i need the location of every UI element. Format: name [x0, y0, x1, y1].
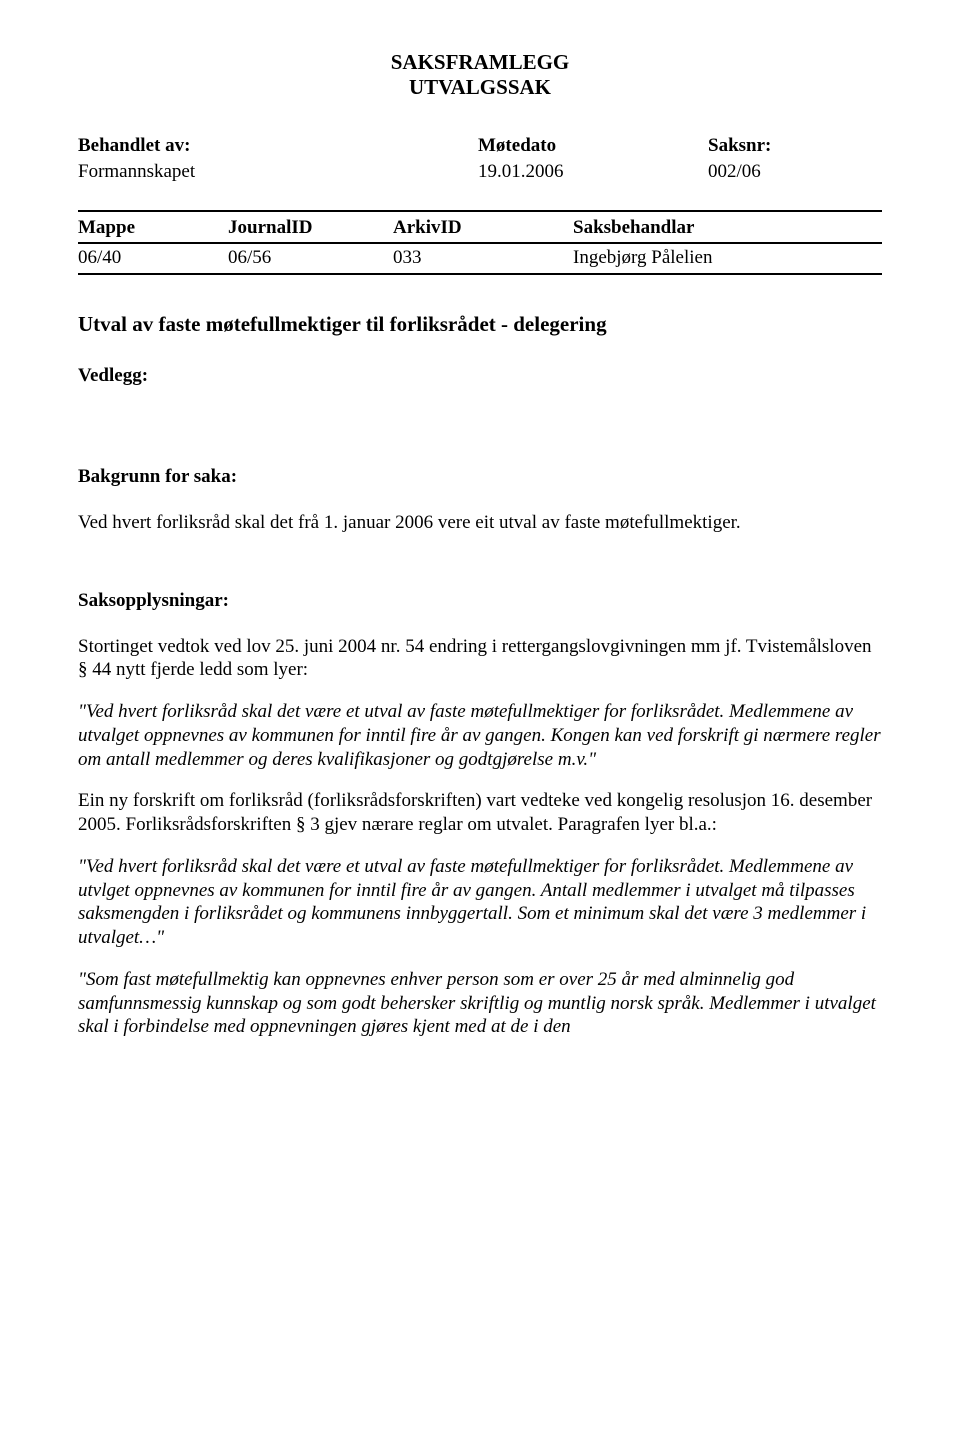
title-line-1: SAKSFRAMLEGG	[78, 50, 882, 75]
meeting-date-label: Møtedato	[478, 134, 708, 158]
case-title: Utval av faste møtefullmektiger til forl…	[78, 311, 882, 337]
handled-body: Formannskapet	[78, 160, 478, 184]
journalid-label: JournalID	[228, 216, 393, 240]
document-title: SAKSFRAMLEGG UTVALGSSAK	[78, 50, 882, 100]
journal-header-row: Mappe JournalID ArkivID Saksbehandlar	[78, 212, 882, 242]
handler-value: Ingebjørg Pålelien	[573, 246, 882, 270]
case-number-label: Saksnr:	[708, 134, 848, 158]
handled-header-row: Behandlet av: Møtedato Saksnr:	[78, 134, 882, 158]
saks-paragraph-1: Stortinget vedtok ved lov 25. juni 2004 …	[78, 635, 882, 683]
meeting-date: 19.01.2006	[478, 160, 708, 184]
mappe-label: Mappe	[78, 216, 228, 240]
arkivid-label: ArkivID	[393, 216, 573, 240]
quote-2: "Ved hvert forliksråd skal det være et u…	[78, 855, 882, 950]
saks-paragraph-2: Ein ny forskrift om forliksråd (forliksr…	[78, 789, 882, 837]
journalid-value: 06/56	[228, 246, 393, 270]
handled-by-label: Behandlet av:	[78, 134, 478, 158]
saksopplysningar-label: Saksopplysningar:	[78, 589, 882, 613]
bakgrunn-text: Ved hvert forliksråd skal det frå 1. jan…	[78, 511, 882, 535]
mappe-value: 06/40	[78, 246, 228, 270]
bakgrunn-label: Bakgrunn for saka:	[78, 465, 882, 489]
divider-bottom	[78, 273, 882, 275]
quote-1: "Ved hvert forliksråd skal det være et u…	[78, 700, 882, 771]
case-number: 002/06	[708, 160, 848, 184]
journal-data-row: 06/40 06/56 033 Ingebjørg Pålelien	[78, 244, 882, 274]
quote-3: "Som fast møtefullmektig kan oppnevnes e…	[78, 968, 882, 1039]
handled-data-row: Formannskapet 19.01.2006 002/06	[78, 160, 882, 184]
handler-label: Saksbehandlar	[573, 216, 882, 240]
vedlegg-label: Vedlegg:	[78, 364, 882, 388]
title-line-2: UTVALGSSAK	[78, 75, 882, 100]
arkivid-value: 033	[393, 246, 573, 270]
